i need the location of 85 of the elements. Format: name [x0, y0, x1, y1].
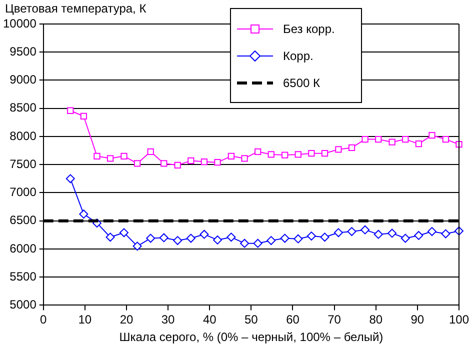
point	[146, 234, 156, 243]
point	[428, 132, 436, 139]
point	[120, 152, 128, 160]
point	[388, 138, 396, 146]
y-tick-label: 5500	[10, 269, 37, 284]
point	[200, 230, 209, 239]
point	[306, 232, 316, 241]
y-tick-label: 7500	[10, 156, 37, 171]
legend-label: Корр.	[283, 48, 314, 62]
point	[213, 235, 222, 244]
point	[320, 232, 330, 242]
point	[414, 230, 424, 240]
y-tick-label: 6500	[10, 213, 37, 228]
point	[321, 150, 328, 157]
point	[147, 148, 154, 155]
point	[240, 238, 250, 248]
point	[94, 152, 100, 160]
x-tick-label: 90	[410, 312, 424, 327]
x-tick-label: 40	[202, 312, 217, 327]
point	[294, 234, 303, 244]
legend-label: 6500 К	[283, 76, 320, 90]
point	[132, 242, 142, 251]
point	[280, 234, 290, 243]
y-tick-label: 8000	[10, 128, 37, 143]
x-tick-label: 70	[328, 312, 342, 327]
x-tick-label: 60	[286, 312, 300, 327]
point	[266, 236, 276, 246]
point	[120, 228, 128, 238]
point	[79, 210, 88, 219]
y-tick-label: 10000	[2, 16, 37, 30]
point	[374, 230, 383, 239]
x-tick-label: 50	[244, 312, 258, 327]
point	[442, 136, 450, 143]
point	[268, 151, 274, 158]
y-tick-label: 6000	[10, 241, 37, 256]
point	[106, 155, 114, 162]
point	[415, 140, 422, 148]
point	[67, 107, 74, 114]
y-tick-label: 7000	[10, 185, 37, 200]
x-tick-label: 30	[161, 312, 176, 327]
point	[106, 232, 115, 242]
point	[335, 146, 342, 153]
y-tick-label: 5000	[10, 298, 37, 312]
point	[441, 229, 450, 238]
point	[174, 162, 181, 168]
point	[159, 233, 168, 242]
point	[334, 228, 343, 238]
point	[308, 150, 315, 157]
point	[241, 155, 248, 162]
point	[254, 148, 262, 155]
x-axis-title: Шкала серого, % (0% – черный, 100% – белый)	[119, 330, 384, 344]
point	[173, 236, 182, 246]
y-tick-label: 9000	[10, 72, 37, 87]
point	[200, 158, 208, 166]
point	[186, 234, 196, 243]
point	[427, 227, 436, 236]
point	[360, 225, 370, 234]
point	[253, 238, 262, 248]
x-tick-label: 20	[120, 312, 134, 327]
legend-label: Без корр.	[283, 22, 335, 36]
point	[214, 159, 221, 166]
point	[375, 136, 382, 143]
point	[362, 136, 368, 143]
point	[402, 136, 409, 143]
point	[226, 232, 236, 242]
x-tick-label: 100	[448, 312, 470, 327]
point	[348, 144, 356, 152]
x-tick-label: 0	[40, 312, 48, 327]
x-tick-label: 10	[78, 312, 92, 327]
point	[134, 160, 141, 167]
point	[228, 152, 235, 160]
point	[188, 157, 194, 164]
y-tick-label: 9500	[10, 44, 37, 58]
point	[160, 160, 168, 167]
point	[388, 228, 397, 238]
point	[456, 141, 462, 148]
point	[347, 227, 356, 236]
y-axis-title: Цветовая температура, К	[5, 1, 146, 16]
point	[400, 234, 410, 243]
x-tick-label: 80	[369, 312, 383, 327]
y-tick-label: 8500	[10, 100, 37, 115]
point	[66, 174, 75, 184]
point	[294, 151, 302, 158]
point	[282, 152, 288, 158]
point	[80, 112, 88, 120]
